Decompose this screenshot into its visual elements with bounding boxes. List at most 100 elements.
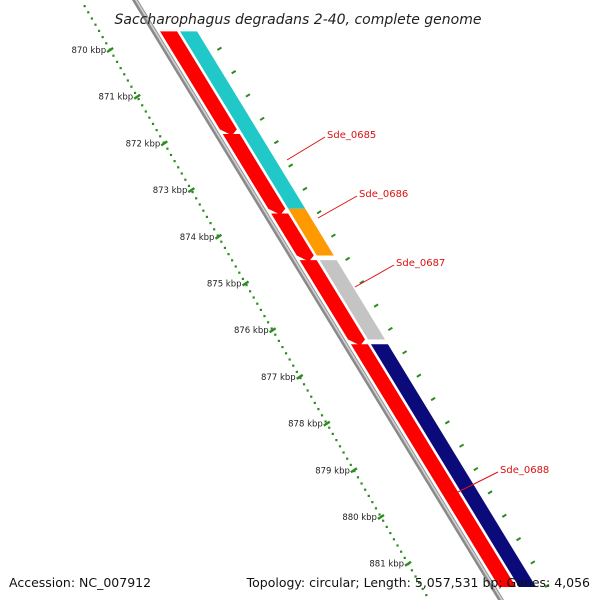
scale-tick-label: 875 kbp [207,280,242,290]
scale-tick-label: 870 kbp [71,46,106,56]
minor-tick-dot [202,209,205,212]
minor-tick-dot [245,284,248,287]
minor-tick-dot [396,544,399,547]
minor-tick-dot [274,333,277,336]
minor-tick-dot [382,519,385,522]
minor-tick-dot [367,494,370,497]
minor-tick-dot [302,383,306,386]
minor-tick-dot [266,321,270,324]
minor-tick-dot [418,581,421,584]
minor-tick-dot [356,476,360,479]
minor-tick-dot [252,296,255,299]
minor-tick-dot [173,160,176,163]
minor-tick-dot [180,172,183,175]
minor-tick-dot [119,67,122,70]
minor-tick-dot [234,265,237,268]
minor-tick-dot [195,197,198,200]
minor-tick-dot [320,414,324,417]
scale-tick-label: 872 kbp [126,139,161,149]
backbone-highlight [134,0,503,600]
genome-backbone [131,0,504,600]
cds-track [160,31,517,588]
minor-tick-dot [270,327,273,330]
major-tick-mark [160,140,168,147]
gene-labels: Sde_0685 Sde_0686 Sde_0687 Sde_0688 [286,130,549,493]
minor-tick-dot [231,259,234,262]
minor-tick-dot [144,110,147,113]
minor-tick-dot [346,457,349,460]
outer-tick-mark [544,583,550,588]
outer-tick-mark [402,350,408,355]
minor-tick-dot [94,23,97,26]
minor-tick-dot [241,277,245,280]
cds-block [222,134,286,215]
scale-tick-label: 871 kbp [99,93,134,103]
major-tick-mark [268,327,277,334]
outer-tick-mark [359,280,365,285]
minor-tick-dot [410,569,414,572]
major-tick-mark [404,560,412,567]
minor-tick-dot [112,54,115,57]
minor-tick-dot [306,389,309,392]
minor-tick-dot [97,29,101,32]
minor-tick-dot [238,271,241,274]
minor-tick-dot [385,525,388,528]
minor-tick-dot [90,17,93,20]
minor-tick-dot [364,488,367,491]
minor-tick-dot [209,222,212,225]
outer-tick-mark [487,490,493,495]
minor-tick-dot [115,60,119,63]
gene-track [180,31,537,588]
outer-tick-mark [444,420,450,425]
outer-tick-mark [273,140,279,145]
scale-ticks: 870 kbp 871 kbp 872 kbp 873 kbp 874 kbp 875 k… [71,5,428,597]
cds-block [271,213,314,262]
minor-tick-dot [295,370,298,373]
minor-tick-dot [374,507,378,510]
minor-tick-dot [256,302,259,305]
outer-ticks [216,46,550,588]
minor-tick-dot [288,358,291,361]
minor-tick-dot [425,594,428,597]
minor-tick-dot [281,346,284,349]
outer-tick-mark [345,256,351,261]
minor-tick-dot [213,228,216,231]
accession-text: Accession: NC_007912 [9,575,151,590]
minor-tick-dot [187,184,191,187]
major-tick-mark [241,280,250,287]
minor-tick-dot [284,352,288,355]
minor-tick-dot [292,364,295,367]
minor-tick-dot [216,234,219,237]
major-tick-mark [106,47,114,53]
map-title: Saccharophagus degradans 2-40, complete … [115,12,482,28]
minor-tick-dot [371,501,374,504]
minor-tick-dot [378,513,381,516]
minor-tick-dot [389,532,392,535]
gene-block [370,344,537,588]
minor-tick-dot [105,42,108,45]
minor-tick-dot [360,482,363,485]
gene-block [180,31,306,209]
scale-tick-label: 877 kbp [261,373,296,383]
minor-tick-dot [299,377,302,380]
outer-tick-mark [288,163,294,168]
major-tick-mark [296,373,304,380]
scale-tick-label: 873 kbp [153,186,188,196]
minor-tick-dot [227,253,230,256]
outer-tick-mark [501,513,507,518]
minor-tick-dot [155,129,158,132]
minor-tick-dot [141,104,144,107]
minor-tick-dot [130,85,133,88]
scale-tick-label: 874 kbp [180,233,215,243]
gene-label-leader [457,471,499,493]
major-tick-mark [350,467,358,474]
outer-tick-mark [430,396,436,402]
major-tick-mark [323,420,331,427]
genome-summary-text: Topology: circular; Length: 5,057,531 bp… [246,575,590,590]
minor-tick-dot [83,5,86,8]
gene-block [288,208,334,256]
major-tick-mark [133,93,141,100]
outer-tick-mark [316,210,322,215]
minor-tick-dot [313,401,316,404]
